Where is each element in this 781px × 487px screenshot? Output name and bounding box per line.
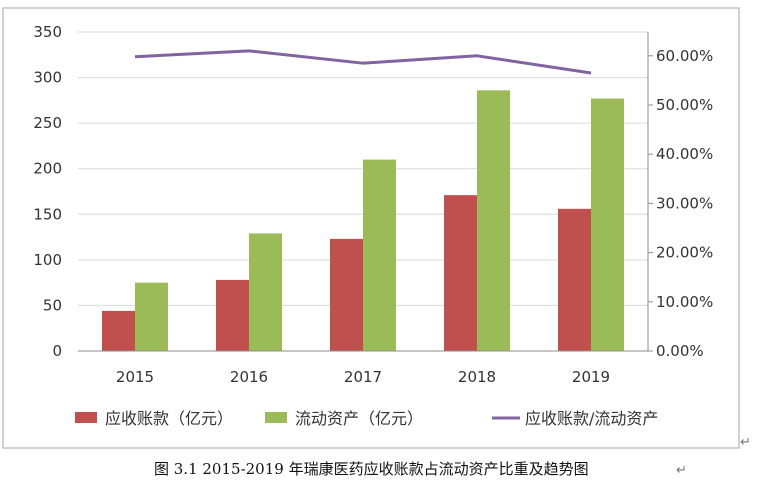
y-left-tick-label: 300 <box>33 69 62 87</box>
y-left-tick-label: 250 <box>33 114 62 132</box>
y-left-tick-label: 350 <box>33 23 62 41</box>
y-right-tick-label: 0.00% <box>656 342 704 360</box>
bar-receivables <box>330 238 363 351</box>
axes: 0 50 100 150 200 250 300 350 0.00% 10.00% 20.00% 30… <box>33 23 713 386</box>
y-right-tick-label: 10.00% <box>656 293 713 311</box>
bar-current-assets <box>477 90 510 352</box>
y-left-tick-label: 200 <box>33 160 62 178</box>
caption-return-mark: ↵ <box>676 463 687 478</box>
x-tick-label: 2015 <box>116 368 154 386</box>
legend-swatch-receivables <box>75 412 97 423</box>
bar-current-assets <box>249 233 282 351</box>
x-tick-label: 2017 <box>344 368 382 386</box>
y-right-tick-label: 60.00% <box>656 47 713 65</box>
x-tick-label: 2018 <box>458 368 496 386</box>
y-right-tick-label: 30.00% <box>656 194 713 212</box>
legend: 应收账款（亿元） 流动资产（亿元） 应收账款/流动资产 <box>75 409 658 428</box>
y-left-tick-label: 0 <box>52 342 62 360</box>
bar-current-assets <box>363 159 396 351</box>
legend-label: 流动资产（亿元） <box>295 409 423 428</box>
x-tick-label: 2016 <box>230 368 268 386</box>
legend-label: 应收账款/流动资产 <box>525 409 658 428</box>
legend-swatch-current-assets <box>265 412 287 423</box>
bars <box>102 90 624 352</box>
ratio-line <box>134 49 592 75</box>
bar-current-assets <box>591 98 624 351</box>
legend-label: 应收账款（亿元） <box>105 409 233 428</box>
ratio-series-line <box>134 49 592 75</box>
bar-current-assets <box>135 282 168 351</box>
x-tick-label: 2019 <box>572 368 610 386</box>
bar-receivables <box>444 195 477 351</box>
y-right-tick-label: 40.00% <box>656 145 713 163</box>
bar-receivables <box>216 279 249 351</box>
y-right-tick-label: 50.00% <box>656 96 713 114</box>
gridlines <box>78 31 648 306</box>
y-right-tick-label: 20.00% <box>656 244 713 262</box>
bar-receivables <box>102 310 135 351</box>
figure-caption: 图 3.1 2015-2019 年瑞康医药应收账款占流动资产比重及趋势图 <box>154 460 589 478</box>
y-left-tick-label: 150 <box>33 205 62 223</box>
y-left-tick-label: 100 <box>33 251 62 269</box>
y-left-tick-label: 50 <box>43 296 62 314</box>
bar-receivables <box>558 208 591 351</box>
legend-return-mark: ↵ <box>740 435 751 450</box>
